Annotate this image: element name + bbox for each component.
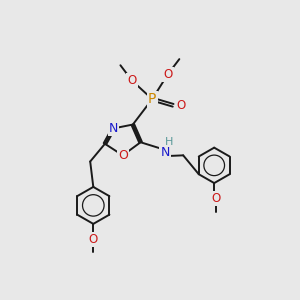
Text: O: O xyxy=(176,99,185,112)
Text: O: O xyxy=(128,74,137,87)
Text: H: H xyxy=(165,137,173,147)
Text: N: N xyxy=(109,122,118,135)
Text: O: O xyxy=(211,192,220,205)
Text: N: N xyxy=(161,146,170,159)
Text: P: P xyxy=(148,92,156,106)
Text: O: O xyxy=(89,233,98,246)
Text: O: O xyxy=(163,68,172,81)
Text: O: O xyxy=(118,149,128,162)
